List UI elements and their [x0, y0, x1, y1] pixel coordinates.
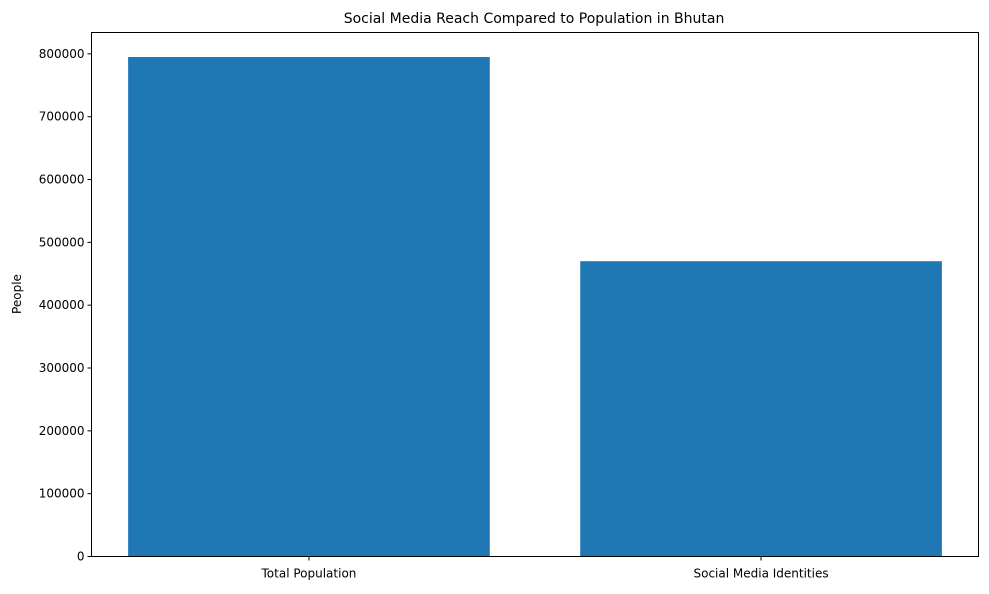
y-tick-label: 200000: [39, 424, 85, 438]
y-axis-label: People: [10, 274, 24, 314]
x-tick-label: Total Population: [261, 567, 357, 581]
plot-frame: [91, 32, 979, 557]
y-tick-label: 800000: [39, 47, 85, 61]
x-tick-label: Social Media Identities: [693, 567, 828, 581]
bar: [128, 57, 490, 557]
bar: [580, 261, 942, 557]
chart-title: Social Media Reach Compared to Populatio…: [344, 11, 725, 27]
y-tick-label: 400000: [39, 298, 85, 312]
y-tick-label: 600000: [39, 173, 85, 187]
y-tick-label: 700000: [39, 110, 85, 124]
y-tick-label: 500000: [39, 235, 85, 249]
y-tick-label: 100000: [39, 487, 85, 501]
y-tick-label: 0: [77, 550, 85, 564]
y-tick-label: 300000: [39, 361, 85, 375]
